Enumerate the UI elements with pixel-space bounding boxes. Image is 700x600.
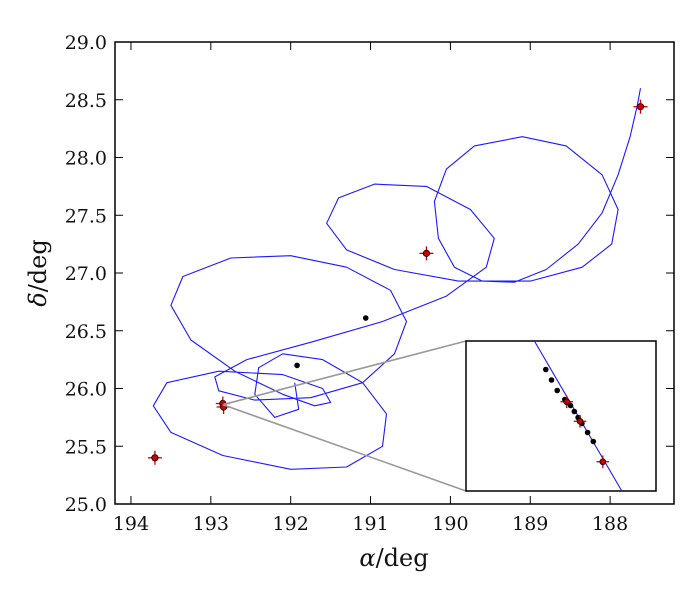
x-tick-label: 190 (432, 513, 468, 535)
x-tick-label: 193 (193, 513, 229, 535)
x-tick-label: 188 (592, 513, 628, 535)
y-axis: 25.0 25.5 26.0 26.5 27.0 27.5 28.0 28.5 29.0 (65, 32, 674, 516)
star-core (576, 417, 584, 425)
inset-star-9 (573, 414, 587, 428)
star-core (563, 398, 570, 406)
star-core (599, 458, 607, 466)
inset-dot-6 (571, 408, 578, 415)
inset-dot-11 (590, 438, 597, 445)
inset-star-4 (560, 395, 573, 409)
y-tick-label: 28.5 (65, 90, 107, 112)
y-axis-label: δ/deg (24, 239, 52, 306)
zoom-line-bottom (222, 403, 467, 492)
x-tick-label: 189 (512, 513, 548, 535)
zoom-connector-lines (222, 340, 467, 492)
observation-star-0 (147, 450, 162, 465)
y-tick-label: 26.0 (65, 379, 107, 401)
x-axis-label: α/deg (359, 544, 428, 572)
y-tick-label: 26.5 (65, 321, 107, 343)
observation-dot-3 (294, 362, 300, 369)
zoom-line-top (222, 340, 467, 406)
x-tick-label: 191 (352, 513, 388, 535)
inset-frame (465, 340, 657, 492)
x-tick-label: 192 (273, 513, 309, 535)
y-tick-label: 27.0 (65, 263, 107, 285)
star-core (151, 454, 159, 462)
star-core (422, 249, 431, 257)
y-tick-label: 27.5 (65, 205, 107, 227)
inset-dot-5 (567, 402, 574, 409)
y-tick-label: 29.0 (65, 32, 107, 54)
inset-zoom-panel (465, 340, 657, 492)
x-axis: 194 193 192 191 190 189 188 (113, 42, 628, 535)
observation-dot-4 (362, 315, 369, 321)
inset-star-12 (596, 455, 610, 469)
star-core (636, 103, 645, 111)
inset-dot-2 (554, 387, 560, 394)
y-tick-label: 25.5 (65, 436, 107, 458)
inset-dot-10 (584, 429, 591, 436)
trajectory-line (152, 88, 642, 470)
observation-star-5 (419, 246, 434, 261)
y-tick-label: 25.0 (65, 494, 107, 516)
inset-dot-1 (548, 377, 555, 383)
y-tick-label: 28.0 (65, 148, 107, 170)
x-tick-label: 194 (113, 513, 149, 535)
observation-star-6 (633, 99, 648, 114)
inset-dot-0 (543, 366, 549, 373)
